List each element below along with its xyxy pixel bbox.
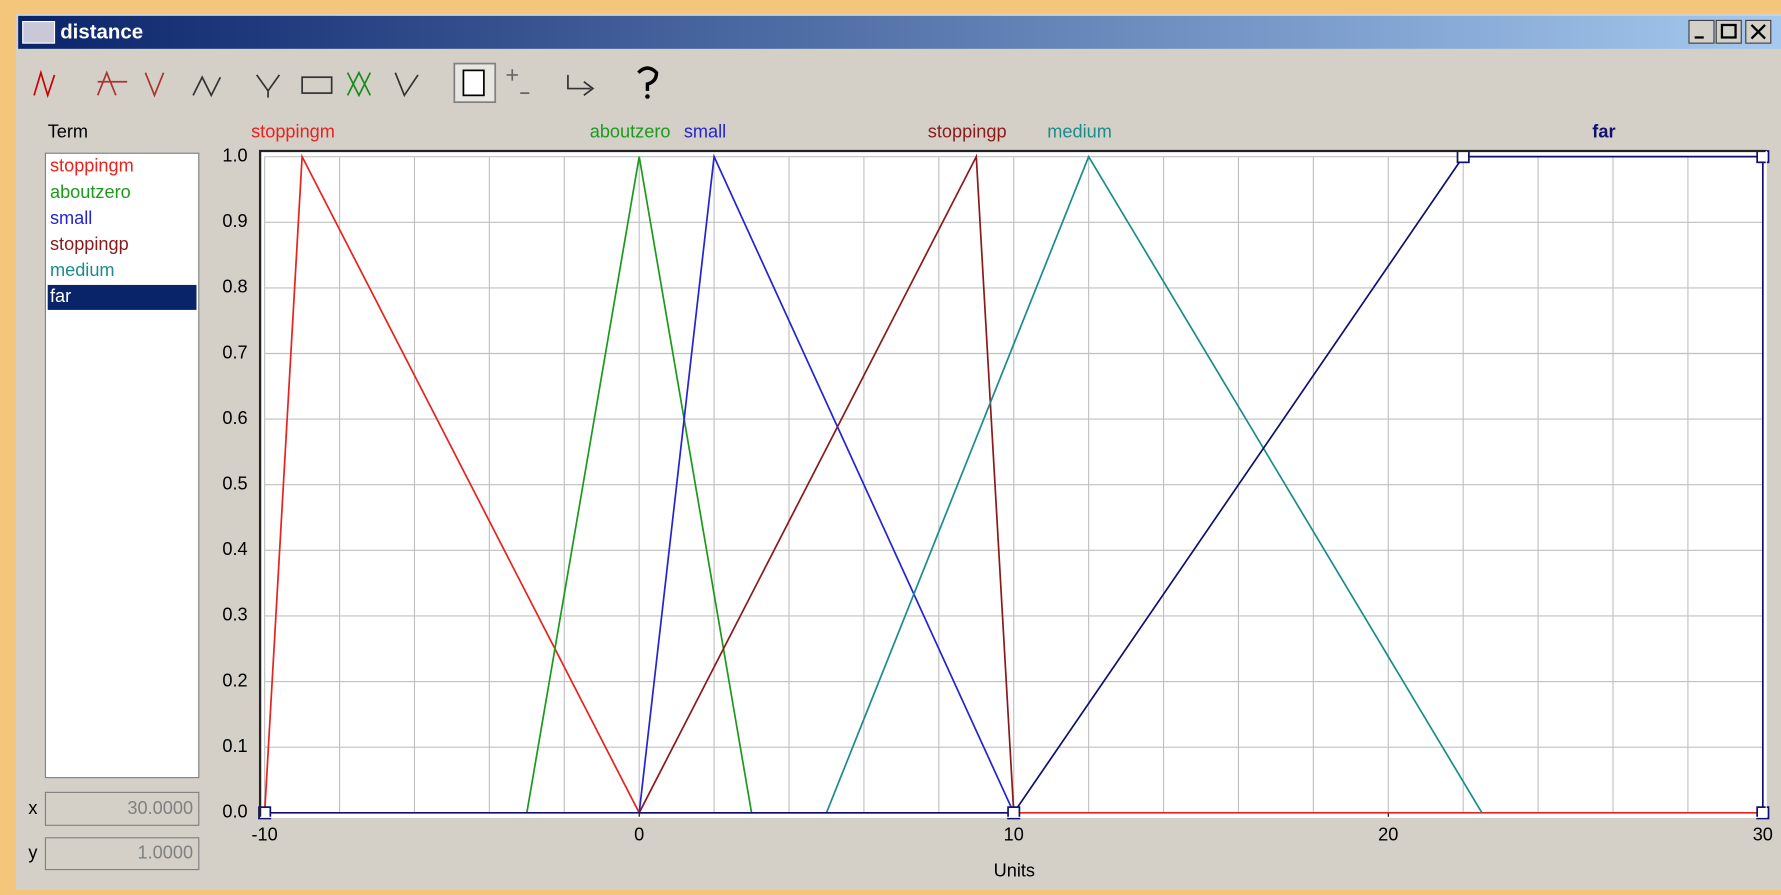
y-tick-label: 0.4 bbox=[222, 539, 247, 559]
y-tick-label: 0.6 bbox=[222, 408, 247, 428]
term-label: medium bbox=[1047, 122, 1112, 142]
window-buttons[interactable] bbox=[1689, 20, 1771, 43]
y-tick-label: 1.0 bbox=[222, 145, 247, 165]
y-tick-label: 0.2 bbox=[222, 670, 247, 690]
x-axis-label: Units bbox=[994, 861, 1035, 881]
app-window: distance Term stoppingm aboutzero small sto… bbox=[0, 0, 1781, 890]
term-label: small bbox=[684, 122, 726, 142]
vertex-handle bbox=[1008, 807, 1019, 818]
cursor-x-value: 30.0000 bbox=[127, 798, 193, 818]
term-item[interactable]: small bbox=[50, 208, 92, 228]
term-item[interactable]: far bbox=[50, 286, 71, 306]
x-tick-label: 10 bbox=[1004, 824, 1024, 844]
x-tick-label: 20 bbox=[1378, 824, 1398, 844]
minimize-button[interactable] bbox=[1689, 20, 1714, 43]
vertex-handle bbox=[1458, 151, 1469, 162]
term-item[interactable]: stoppingp bbox=[50, 234, 129, 254]
term-item[interactable]: medium bbox=[50, 260, 115, 280]
y-tick-label: 0.0 bbox=[222, 802, 247, 822]
y-tick-label: 0.3 bbox=[222, 605, 247, 625]
y-tick-label: 0.7 bbox=[222, 342, 247, 362]
y-tick-label: 0.9 bbox=[222, 211, 247, 231]
cursor-y-value: 1.0000 bbox=[138, 842, 194, 862]
term-label: aboutzero bbox=[590, 122, 671, 142]
cursor-x-label: x bbox=[28, 798, 37, 818]
term-label: far bbox=[1592, 122, 1615, 142]
help-icon-dot bbox=[645, 94, 650, 99]
cursor-y-label: y bbox=[28, 842, 38, 862]
window-title: distance bbox=[60, 21, 143, 43]
x-tick-label: 30 bbox=[1753, 824, 1773, 844]
y-tick-label: 0.5 bbox=[222, 474, 247, 494]
page: distance Term stoppingm aboutzero small sto… bbox=[0, 0, 1781, 890]
y-tick-label: 0.1 bbox=[222, 736, 247, 756]
term-item[interactable]: stoppingm bbox=[50, 156, 134, 176]
y-tick-label: 0.8 bbox=[222, 277, 247, 297]
x-tick-label: -10 bbox=[252, 824, 278, 844]
title-bar bbox=[18, 16, 1781, 49]
tool-icon[interactable] bbox=[463, 70, 483, 95]
term-label: stoppingp bbox=[928, 122, 1007, 142]
window-icon bbox=[23, 22, 55, 44]
term-item[interactable]: aboutzero bbox=[50, 182, 131, 202]
term-label: stoppingm bbox=[251, 122, 335, 142]
x-tick-label: 0 bbox=[634, 824, 644, 844]
term-header: Term bbox=[48, 122, 88, 142]
